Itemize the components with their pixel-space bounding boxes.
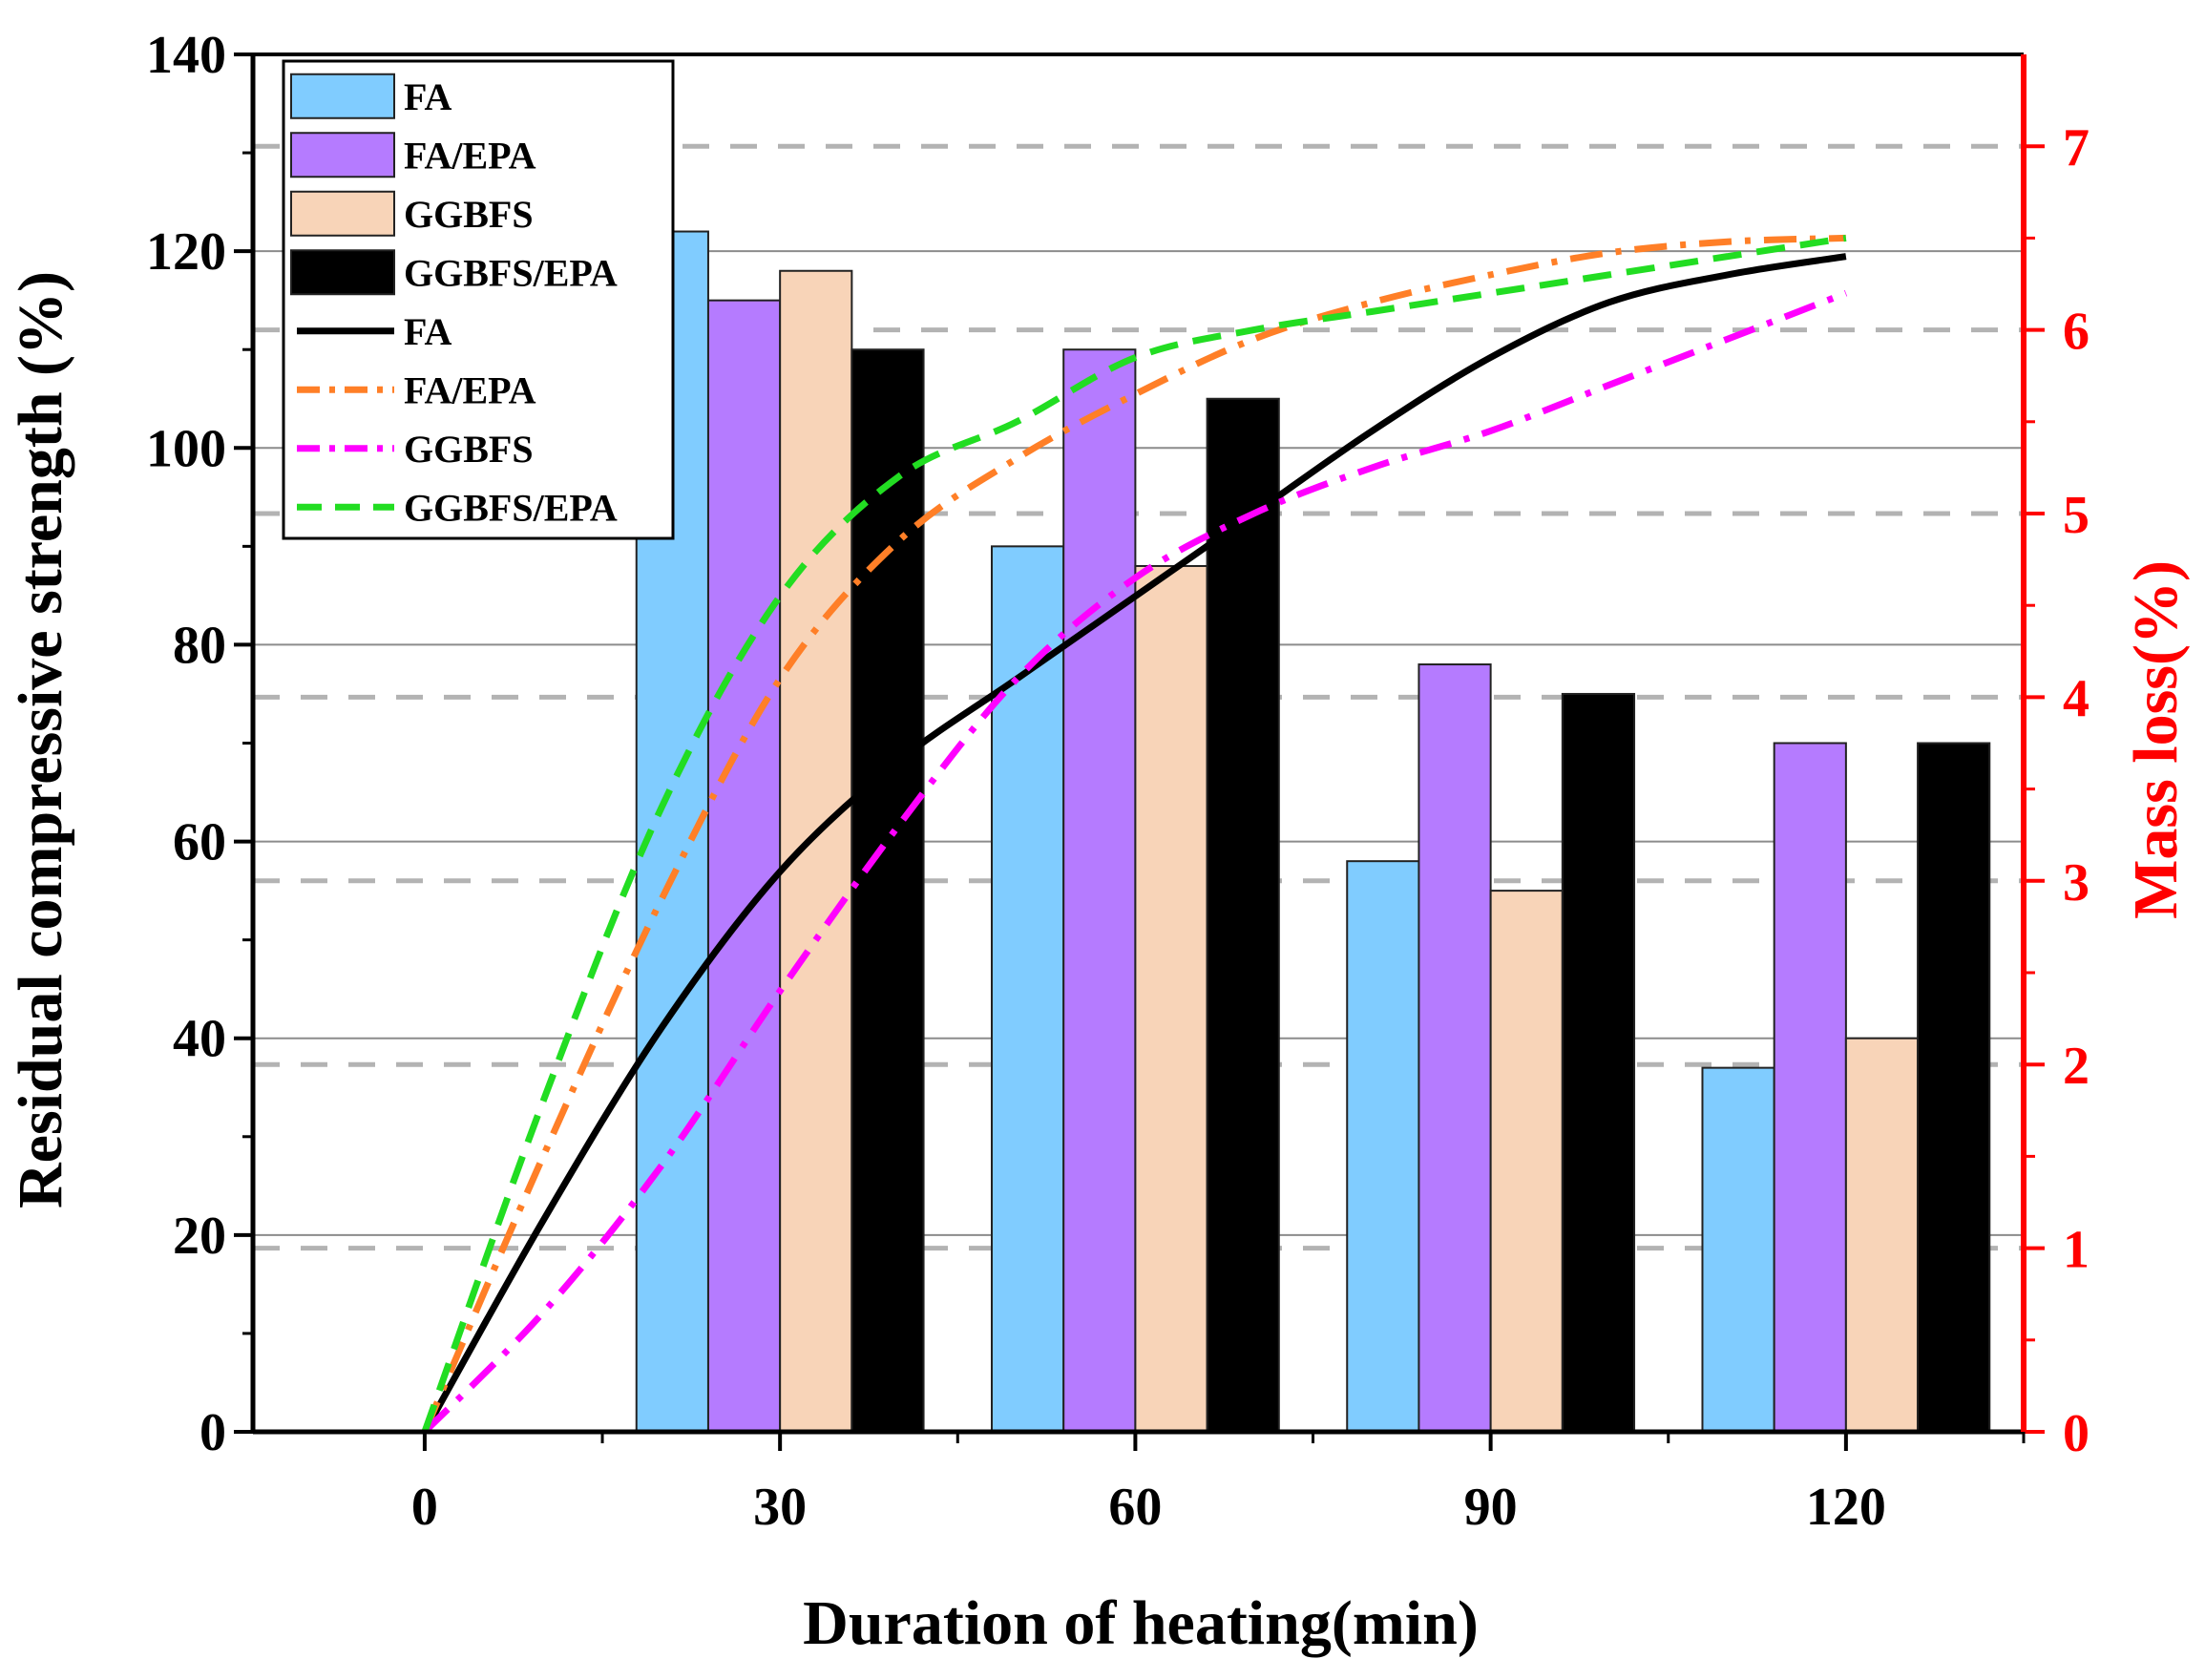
bars-layer [635,230,1991,1434]
y2-tick-label: 3 [2063,853,2090,913]
y2-tick-label: 1 [2063,1221,2090,1280]
bar [1701,1066,1775,1434]
y2-tick-label: 6 [2063,303,2090,362]
bar [779,269,853,1433]
legend-swatch [290,190,395,237]
bar [1844,1037,1920,1433]
legend: FA FA/EPA GGBFS GGBFS/EPA FA FA/EPA GGBFS GGBFS… [282,59,675,540]
series-line [421,253,1847,1434]
legend-swatch [290,249,395,296]
legend-swatch [290,132,395,178]
bar [850,348,925,1434]
y-axis-title: Residual compressive strength (%) [6,271,75,1208]
lines-layer [421,234,1848,1435]
legend-label: FA [404,75,452,118]
bar [1062,348,1137,1434]
bar [1134,564,1208,1433]
x-tick-label: 30 [753,1478,807,1537]
y2-tick-label: 4 [2063,669,2090,728]
x-tick-label: 60 [1108,1478,1162,1537]
bar [1489,890,1564,1433]
y2-tick-label: 0 [2063,1404,2090,1463]
y-tick-label: 80 [173,616,226,675]
bar [1346,860,1420,1433]
y2-tick-label: 2 [2063,1037,2090,1096]
legend-label: FA/EPA [404,368,536,411]
bar [1561,692,1636,1433]
y-tick-label: 0 [200,1403,226,1462]
x-tick-label: 0 [411,1478,438,1537]
series-line [422,289,1848,1435]
bar [706,299,782,1433]
bar [1418,663,1492,1433]
legend-label: GGBFS/EPA [404,251,618,294]
y-tick-label: 140 [146,26,226,85]
series-line [421,234,1846,1434]
bar [1773,742,1847,1433]
y2-tick-label: 5 [2063,486,2090,545]
y2-tick-label: 7 [2063,118,2090,178]
y-tick-label: 120 [146,222,226,282]
y-tick-label: 100 [146,419,226,478]
bar [1206,397,1280,1433]
y2-axis-title: Mass loss(%) [2121,560,2191,919]
bar [1917,742,1991,1433]
series-line [421,234,1847,1434]
legend-label: GGBFS [404,193,534,236]
legend-label: GGBFS/EPA [404,486,618,529]
y-tick-label: 40 [173,1010,226,1069]
legend-label: GGBFS [404,428,534,471]
y-tick-label: 60 [173,813,226,872]
x-tick-label: 90 [1464,1478,1518,1537]
x-axis-title: Duration of heating(min) [803,1588,1479,1658]
axes-layer: 0 20 40 60 80 100 120 140 0 1 2 3 4 5 6 7 0 30 60 90 120 [146,26,2090,1537]
bar [990,545,1065,1433]
x-tick-label: 120 [1806,1478,1886,1537]
legend-swatch [290,73,395,119]
legend-label: FA [404,310,452,353]
legend-label: FA/EPA [404,134,536,177]
y-tick-label: 20 [173,1207,226,1266]
